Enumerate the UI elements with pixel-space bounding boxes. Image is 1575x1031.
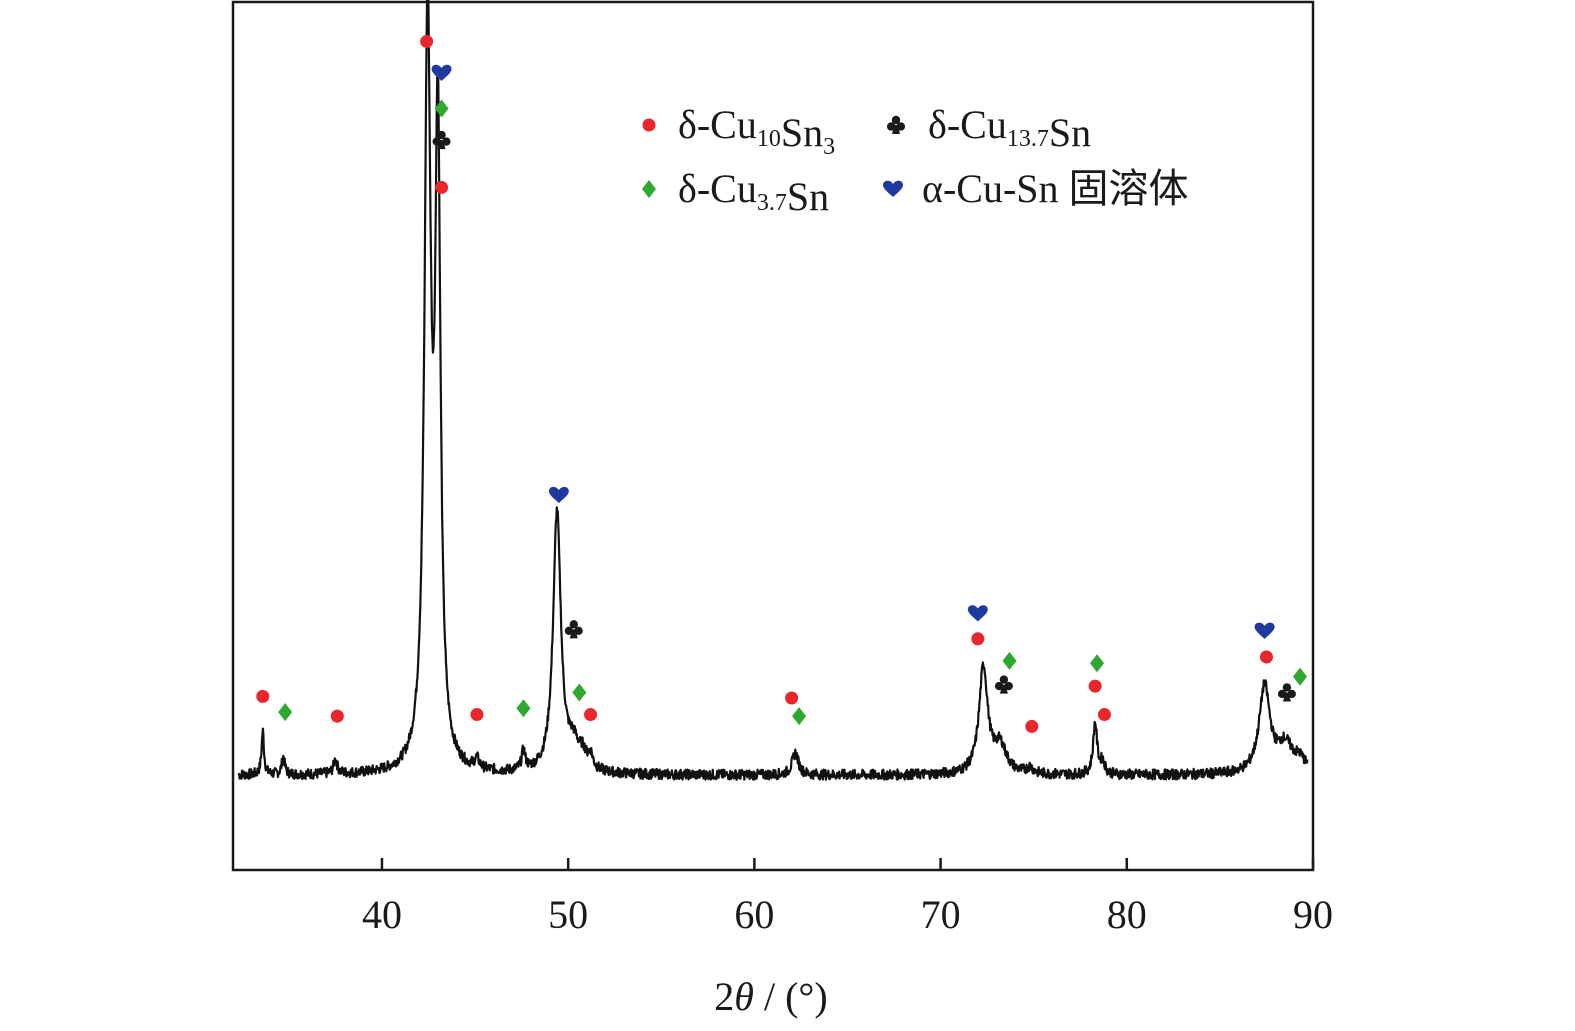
phase-marker-diamond (1292, 667, 1307, 686)
phase-marker-club (994, 675, 1013, 694)
xrd-pattern-line (237, 0, 1309, 781)
x-tick-label: 40 (362, 892, 402, 937)
phase-marker-circle (470, 708, 484, 722)
phase-marker-diamond (434, 99, 449, 118)
phase-marker-circle (1259, 650, 1273, 664)
phase-marker-club (432, 130, 451, 150)
phase-marker-club (564, 620, 583, 639)
x-tick-label: 70 (921, 892, 961, 937)
legend-entry-label: δ-Cu3.7Sn (678, 166, 829, 219)
x-tick-label: 50 (548, 892, 588, 937)
x-tick-label: 80 (1107, 892, 1147, 937)
legend-marker-circle (642, 118, 656, 132)
phase-marker-diamond (278, 703, 293, 722)
phase-marker-circle (785, 691, 799, 705)
plot-frame (231, 0, 1315, 872)
legend-entry-label: δ-Cu10Sn3 (678, 102, 835, 160)
phase-marker-club (1277, 683, 1296, 702)
phase-marker-heart (431, 64, 452, 82)
phase-marker-circle (256, 689, 270, 703)
x-axis-ticks (380, 858, 1315, 870)
phase-marker-diamond (516, 699, 531, 718)
phase-marker-circle (435, 180, 449, 194)
legend-entry-label: δ-Cu13.7Sn (928, 102, 1091, 155)
phase-marker-circle (584, 708, 598, 722)
phase-marker-diamond (792, 707, 807, 726)
phase-marker-heart (967, 605, 988, 622)
phase-marker-circle (330, 709, 344, 723)
phase-marker-circle (1088, 679, 1102, 693)
x-axis-title-theta: θ (734, 974, 754, 1019)
legend-marker-diamond (642, 180, 656, 198)
x-axis-tick-labels: 40 50 60 70 80 90 (362, 892, 1333, 937)
legend-marker-heart (883, 180, 903, 197)
legend-entry-label: α-Cu-Sn 固溶体 (922, 166, 1189, 211)
x-axis-title: 2θ / (°) (714, 974, 827, 1019)
phase-marker-heart (1254, 622, 1275, 639)
legend-marker-club (887, 115, 905, 134)
phase-marker-circle (1097, 708, 1111, 722)
x-axis-title-suffix: / (°) (754, 974, 828, 1019)
phase-marker-circle (971, 632, 985, 646)
phase-marker-heart (548, 486, 569, 504)
phase-marker-diamond (1090, 654, 1104, 673)
legend: δ-Cu10Sn3 δ-Cu13.7Sn δ-Cu3.7Sn α-Cu-Sn 固溶体 (642, 102, 1189, 219)
phase-marker-diamond (572, 683, 587, 702)
phase-markers (256, 34, 1307, 733)
x-axis-title-prefix: 2 (714, 974, 734, 1019)
phase-marker-circle (1025, 719, 1039, 733)
x-tick-label: 60 (734, 892, 774, 937)
x-tick-label: 90 (1293, 892, 1333, 937)
phase-marker-circle (420, 34, 434, 48)
phase-marker-diamond (1002, 651, 1017, 670)
